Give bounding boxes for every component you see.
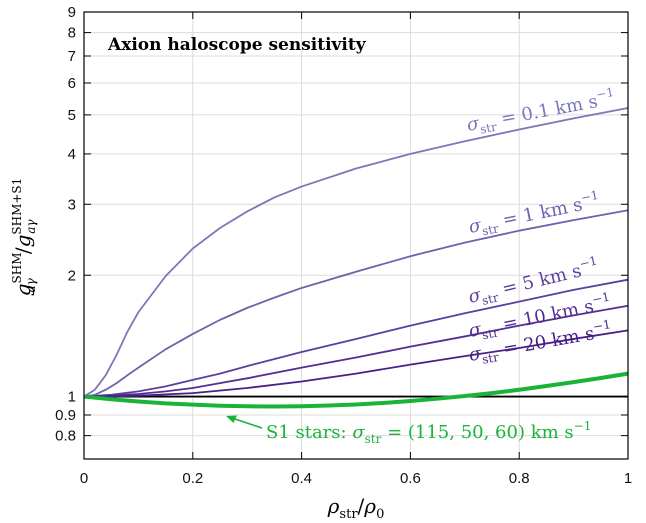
- y-tick-label: 0.8: [55, 428, 76, 445]
- y-axis-title: gSHMaγ/gSHM+S1aγ: [10, 178, 38, 297]
- y-axis-title-group: gSHMaγ/gSHM+S1aγ: [10, 178, 38, 297]
- y-tick-label: 8: [68, 25, 76, 42]
- sigma-subscript: str: [365, 432, 382, 446]
- series-line: [83, 371, 629, 409]
- sigma-subscript: str: [481, 325, 500, 342]
- sigma-subscript: str: [481, 350, 500, 367]
- series-line: [83, 278, 629, 398]
- y-tick-label: 6: [68, 75, 76, 92]
- sigma-symbol: σ: [467, 215, 484, 238]
- sigma-symbol: σ: [467, 343, 483, 366]
- label-value: = 5 km s: [494, 260, 583, 301]
- y-axis-separator: /: [11, 247, 35, 254]
- y-axis-numerator-sub: aγ: [24, 277, 38, 292]
- sigma-symbol: σ: [466, 284, 484, 307]
- y-tick-label: 9: [68, 4, 76, 21]
- grid: [84, 11, 628, 459]
- sigma-subscript: str: [479, 120, 498, 137]
- label-exponent: −1: [592, 317, 612, 334]
- series-label: σstr = 1 km s−1: [466, 188, 602, 241]
- y-axis-numerator: g: [11, 283, 35, 296]
- y-tick-label: 1: [68, 389, 76, 406]
- x-tick-label: 1: [624, 470, 632, 487]
- s1-prefix: S1 stars:: [266, 422, 352, 443]
- x-axis-symbol: ρ: [327, 494, 340, 518]
- label-exponent: −1: [591, 290, 611, 307]
- sigma-symbol: σ: [467, 319, 484, 342]
- x-axis-subscript: str: [339, 507, 358, 522]
- plot-frame: [83, 11, 629, 460]
- y-axis-denominator: g: [11, 235, 35, 248]
- x-tick-label: 0: [80, 470, 88, 487]
- s1-arrow-line: [231, 417, 263, 429]
- s1-label-text: S1 stars: σstr = (115, 50, 60) km s−1: [266, 419, 591, 446]
- series-line: [83, 209, 629, 398]
- sigma-subscript: str: [481, 221, 500, 238]
- sigma-subscript: str: [481, 290, 501, 308]
- sigma-symbol: σ: [352, 422, 365, 443]
- y-tick-label: 3: [68, 196, 76, 213]
- y-axis-numerator-sup: SHM: [10, 252, 24, 283]
- y-tick-label: 2: [68, 267, 76, 284]
- s1-exponent: −1: [574, 419, 592, 433]
- y-tick-label: 0.9: [55, 407, 76, 424]
- x-tick-label: 0.4: [291, 470, 312, 487]
- series-line: [83, 107, 629, 398]
- series-line: [84, 329, 629, 398]
- x-axis-title: ρstr/ρ0: [327, 494, 385, 522]
- label-exponent: −1: [578, 253, 598, 271]
- s1-arrow-head: [226, 415, 237, 423]
- series-label: σstr = 0.1 km s−1: [465, 85, 618, 139]
- x-axis-separator: /: [358, 494, 365, 518]
- series-line: [83, 304, 629, 398]
- label-exponent: −1: [580, 188, 600, 205]
- y-tick-label: 7: [68, 48, 76, 65]
- x-tick-label: 0.8: [509, 470, 530, 487]
- y-tick-label: 5: [68, 107, 76, 124]
- series-label-text: σstr = 1 km s−1: [466, 188, 602, 241]
- series-label-text: σstr = 0.1 km s−1: [465, 85, 618, 139]
- series-lines: [83, 107, 629, 409]
- y-axis-denominator-sub: aγ: [24, 219, 38, 234]
- label-exponent: −1: [595, 85, 615, 102]
- x-tick-label: 0.6: [400, 470, 421, 487]
- sigma-symbol: σ: [465, 113, 482, 136]
- x-tick-label: 0.2: [182, 470, 203, 487]
- y-axis-denominator-sup: SHM+S1: [10, 178, 24, 235]
- y-tick-label: 4: [68, 146, 76, 163]
- x-axis-symbol-2: ρ: [363, 494, 376, 518]
- x-axis-subscript-2: 0: [376, 507, 384, 522]
- s1-value: = (115, 50, 60) km s: [381, 422, 573, 443]
- chart-title: Axion haloscope sensitivity: [107, 35, 367, 55]
